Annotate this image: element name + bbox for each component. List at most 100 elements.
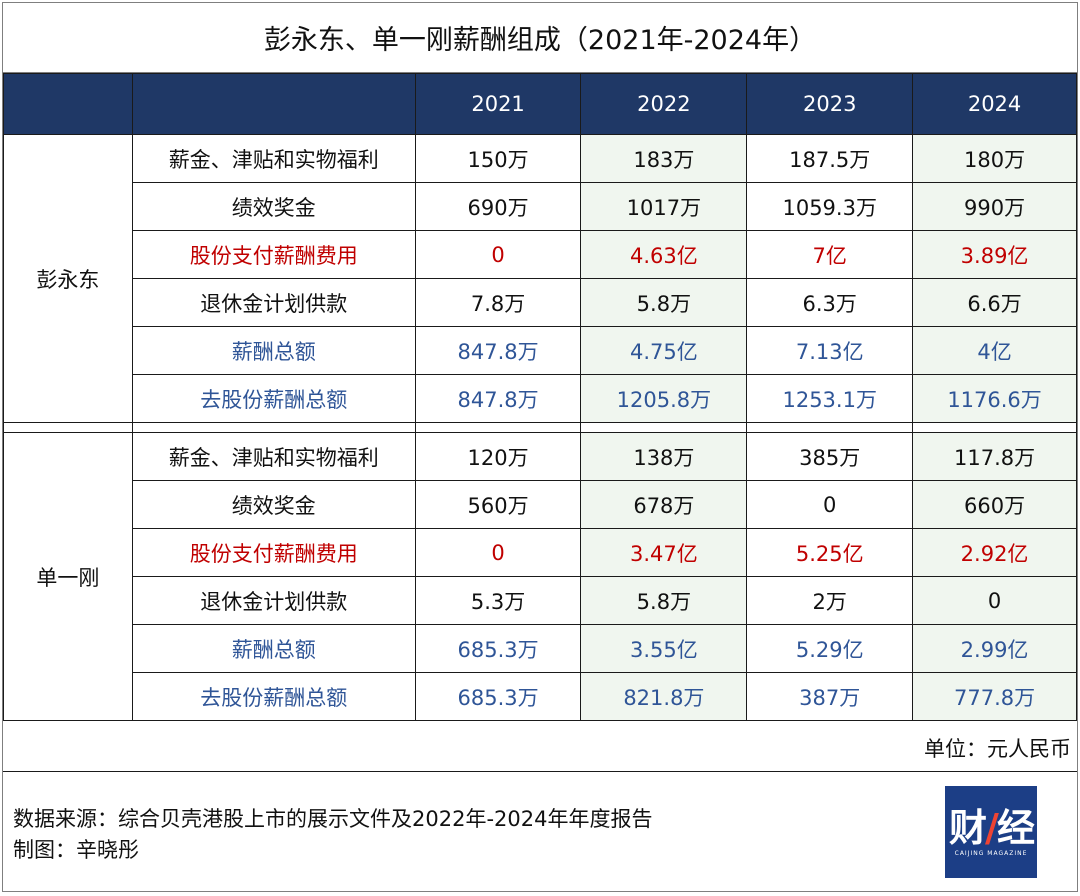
value-cell: 3.89亿	[912, 230, 1077, 279]
value-cell: 0	[414, 528, 582, 577]
executive-name: 单一刚	[3, 432, 133, 721]
value-cell: 2.92亿	[912, 528, 1077, 577]
caijing-logo: 财/经 CAIJING MAGAZINE	[945, 786, 1037, 878]
value-cell: 4.75亿	[580, 326, 748, 375]
item-label: 绩效奖金	[131, 480, 416, 529]
value-cell: 4亿	[912, 326, 1077, 375]
header-year: 2022	[580, 73, 748, 135]
group-separator	[3, 422, 1077, 433]
value-cell: 777.8万	[912, 672, 1077, 721]
value-cell: 187.5万	[746, 134, 914, 183]
value-cell: 685.3万	[414, 672, 582, 721]
header-year: 2023	[746, 73, 914, 135]
header-year: 2021	[414, 73, 582, 135]
value-cell: 0	[912, 576, 1077, 625]
value-cell: 7.8万	[414, 278, 582, 327]
item-label: 股份支付薪酬费用	[131, 230, 416, 279]
item-label: 薪金、津贴和实物福利	[131, 432, 416, 481]
item-label: 绩效奖金	[131, 182, 416, 231]
value-cell: 6.6万	[912, 278, 1077, 327]
value-cell: 0	[746, 480, 914, 529]
unit-note: 单位：元人民币	[924, 737, 1071, 761]
value-cell: 2万	[746, 576, 914, 625]
item-label: 薪金、津贴和实物福利	[131, 134, 416, 183]
value-cell: 847.8万	[414, 374, 582, 423]
value-cell: 385万	[746, 432, 914, 481]
value-cell: 7.13亿	[746, 326, 914, 375]
value-cell: 5.8万	[580, 576, 748, 625]
table-row: 去股份薪酬总额 847.8万 1205.8万 1253.1万 1176.6万	[4, 374, 1077, 423]
item-label: 薪酬总额	[131, 326, 416, 375]
value-cell: 990万	[912, 182, 1077, 231]
compensation-table: 2021 2022 2023 2024 彭永东 薪金、津贴和实物福利 150万 183…	[3, 73, 1077, 721]
value-cell: 5.8万	[580, 278, 748, 327]
item-label: 薪酬总额	[131, 624, 416, 673]
value-cell: 560万	[414, 480, 582, 529]
value-cell: 821.8万	[580, 672, 748, 721]
value-cell: 6.3万	[746, 278, 914, 327]
value-cell: 1205.8万	[580, 374, 748, 423]
value-cell: 1176.6万	[912, 374, 1077, 423]
item-label: 去股份薪酬总额	[131, 374, 416, 423]
value-cell: 0	[414, 230, 582, 279]
value-cell: 3.47亿	[580, 528, 748, 577]
item-label: 去股份薪酬总额	[131, 672, 416, 721]
value-cell: 847.8万	[414, 326, 582, 375]
chart-credit: 制图：辛晓彤	[13, 838, 139, 862]
value-cell: 117.8万	[912, 432, 1077, 481]
logo-wordmark: 财/经	[949, 805, 1035, 850]
table-row: 薪酬总额 847.8万 4.75亿 7.13亿 4亿	[4, 326, 1077, 375]
table-header-row: 2021 2022 2023 2024	[3, 73, 1077, 135]
table-row: 薪酬总额 685.3万 3.55亿 5.29亿 2.99亿	[4, 624, 1077, 673]
item-label: 退休金计划供款	[131, 278, 416, 327]
executive-name: 彭永东	[3, 134, 133, 423]
header-blank-item	[131, 73, 416, 135]
value-cell: 5.3万	[414, 576, 582, 625]
value-cell: 180万	[912, 134, 1077, 183]
separator-cell	[414, 422, 582, 433]
page-title: 彭永东、单一刚薪酬组成（2021年-2024年）	[3, 3, 1077, 73]
table-row: 去股份薪酬总额 685.3万 821.8万 387万 777.8万	[4, 672, 1077, 721]
table-body: 彭永东 薪金、津贴和实物福利 150万 183万 187.5万 180万 绩效奖金 690万 1…	[3, 134, 1077, 721]
value-cell: 150万	[414, 134, 582, 183]
table-row: 绩效奖金 560万 678万 0 660万	[4, 480, 1077, 529]
value-cell: 5.29亿	[746, 624, 914, 673]
table-row: 彭永东 薪金、津贴和实物福利 150万 183万 187.5万 180万	[3, 134, 1077, 423]
header-year: 2024	[912, 73, 1077, 135]
value-cell: 685.3万	[414, 624, 582, 673]
value-cell: 1253.1万	[746, 374, 914, 423]
table-row: 绩效奖金 690万 1017万 1059.3万 990万	[4, 182, 1077, 231]
source-block: 数据来源：综合贝壳港股上市的展示文件及2022年-2024年年度报告 制图：辛晓…	[13, 804, 652, 866]
value-cell: 2.99亿	[912, 624, 1077, 673]
value-cell: 678万	[580, 480, 748, 529]
separator-cell	[3, 422, 133, 433]
value-cell: 690万	[414, 182, 582, 231]
separator-cell	[580, 422, 748, 433]
unit-row: 单位：元人民币	[3, 720, 1077, 772]
value-cell: 4.63亿	[580, 230, 748, 279]
value-cell: 120万	[414, 432, 582, 481]
separator-cell	[131, 422, 416, 433]
value-cell: 3.55亿	[580, 624, 748, 673]
value-cell: 5.25亿	[746, 528, 914, 577]
table-row: 单一刚 薪金、津贴和实物福利 120万 138万 385万 117.8万	[3, 432, 1077, 721]
value-cell: 7亿	[746, 230, 914, 279]
table-row: 退休金计划供款 5.3万 5.8万 2万 0	[4, 576, 1077, 625]
table-row: 股份支付薪酬费用 0 4.63亿 7亿 3.89亿	[4, 230, 1077, 279]
value-cell: 1059.3万	[746, 182, 914, 231]
separator-cell	[746, 422, 914, 433]
value-cell: 183万	[580, 134, 748, 183]
separator-cell	[912, 422, 1077, 433]
header-blank-name	[3, 73, 133, 135]
table-row: 股份支付薪酬费用 0 3.47亿 5.25亿 2.92亿	[4, 528, 1077, 577]
value-cell: 660万	[912, 480, 1077, 529]
item-label: 股份支付薪酬费用	[131, 528, 416, 577]
logo-subtitle: CAIJING MAGAZINE	[954, 849, 1028, 857]
footer: 数据来源：综合贝壳港股上市的展示文件及2022年-2024年年度报告 制图：辛晓…	[3, 772, 1077, 891]
value-cell: 387万	[746, 672, 914, 721]
item-label: 退休金计划供款	[131, 576, 416, 625]
source-line: 数据来源：综合贝壳港股上市的展示文件及2022年-2024年年度报告	[13, 807, 653, 831]
table-row: 退休金计划供款 7.8万 5.8万 6.3万 6.6万	[4, 278, 1077, 327]
value-cell: 138万	[580, 432, 748, 481]
